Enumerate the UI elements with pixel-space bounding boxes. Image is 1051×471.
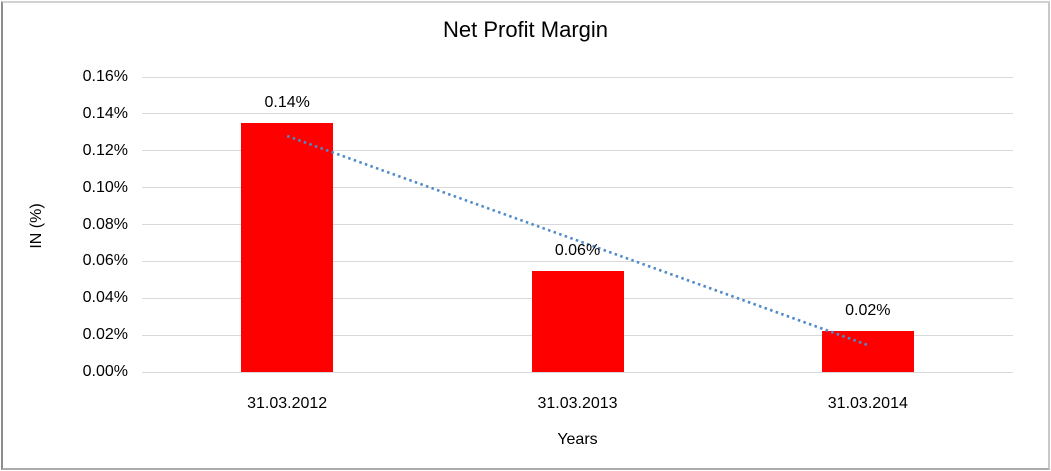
y-tick-label: 0.00% [82,363,128,380]
gridline [142,371,1013,373]
y-tick-label: 0.02% [82,326,128,344]
bar-data-label: 0.02% [845,302,891,320]
y-tick-label: 0.12% [82,141,128,159]
gridline [142,76,1013,78]
bar-data-label: 0.14% [264,94,310,112]
y-tick-label: 0.16% [82,68,128,85]
x-tick-label: 31.03.2013 [537,395,618,412]
gridline [142,260,1013,262]
bar-data-label: 0.06% [554,241,601,259]
y-tick-label: 0.04% [82,289,128,307]
linear-trendline-dotted [286,134,869,347]
bar-31.03.2013 [531,270,624,372]
gridline [142,224,1013,225]
x-axis-title: Years [557,431,598,448]
gridline [142,113,1013,115]
bar-31.03.2014 [821,331,914,372]
x-tick-label: 31.03.2014 [827,395,908,412]
y-tick-label: 0.14% [82,104,128,122]
y-tick-label: 0.06% [82,252,128,270]
x-tick-label: 31.03.2012 [247,395,328,412]
chart-title: Net Profit Margin [442,17,609,42]
bar-31.03.2012 [241,123,334,372]
y-axis-title: IN (%) [28,203,45,249]
y-tick-label: 0.10% [82,178,128,196]
y-tick-label: 0.08% [82,215,128,233]
gridline [142,150,1013,152]
gridline [142,187,1013,189]
